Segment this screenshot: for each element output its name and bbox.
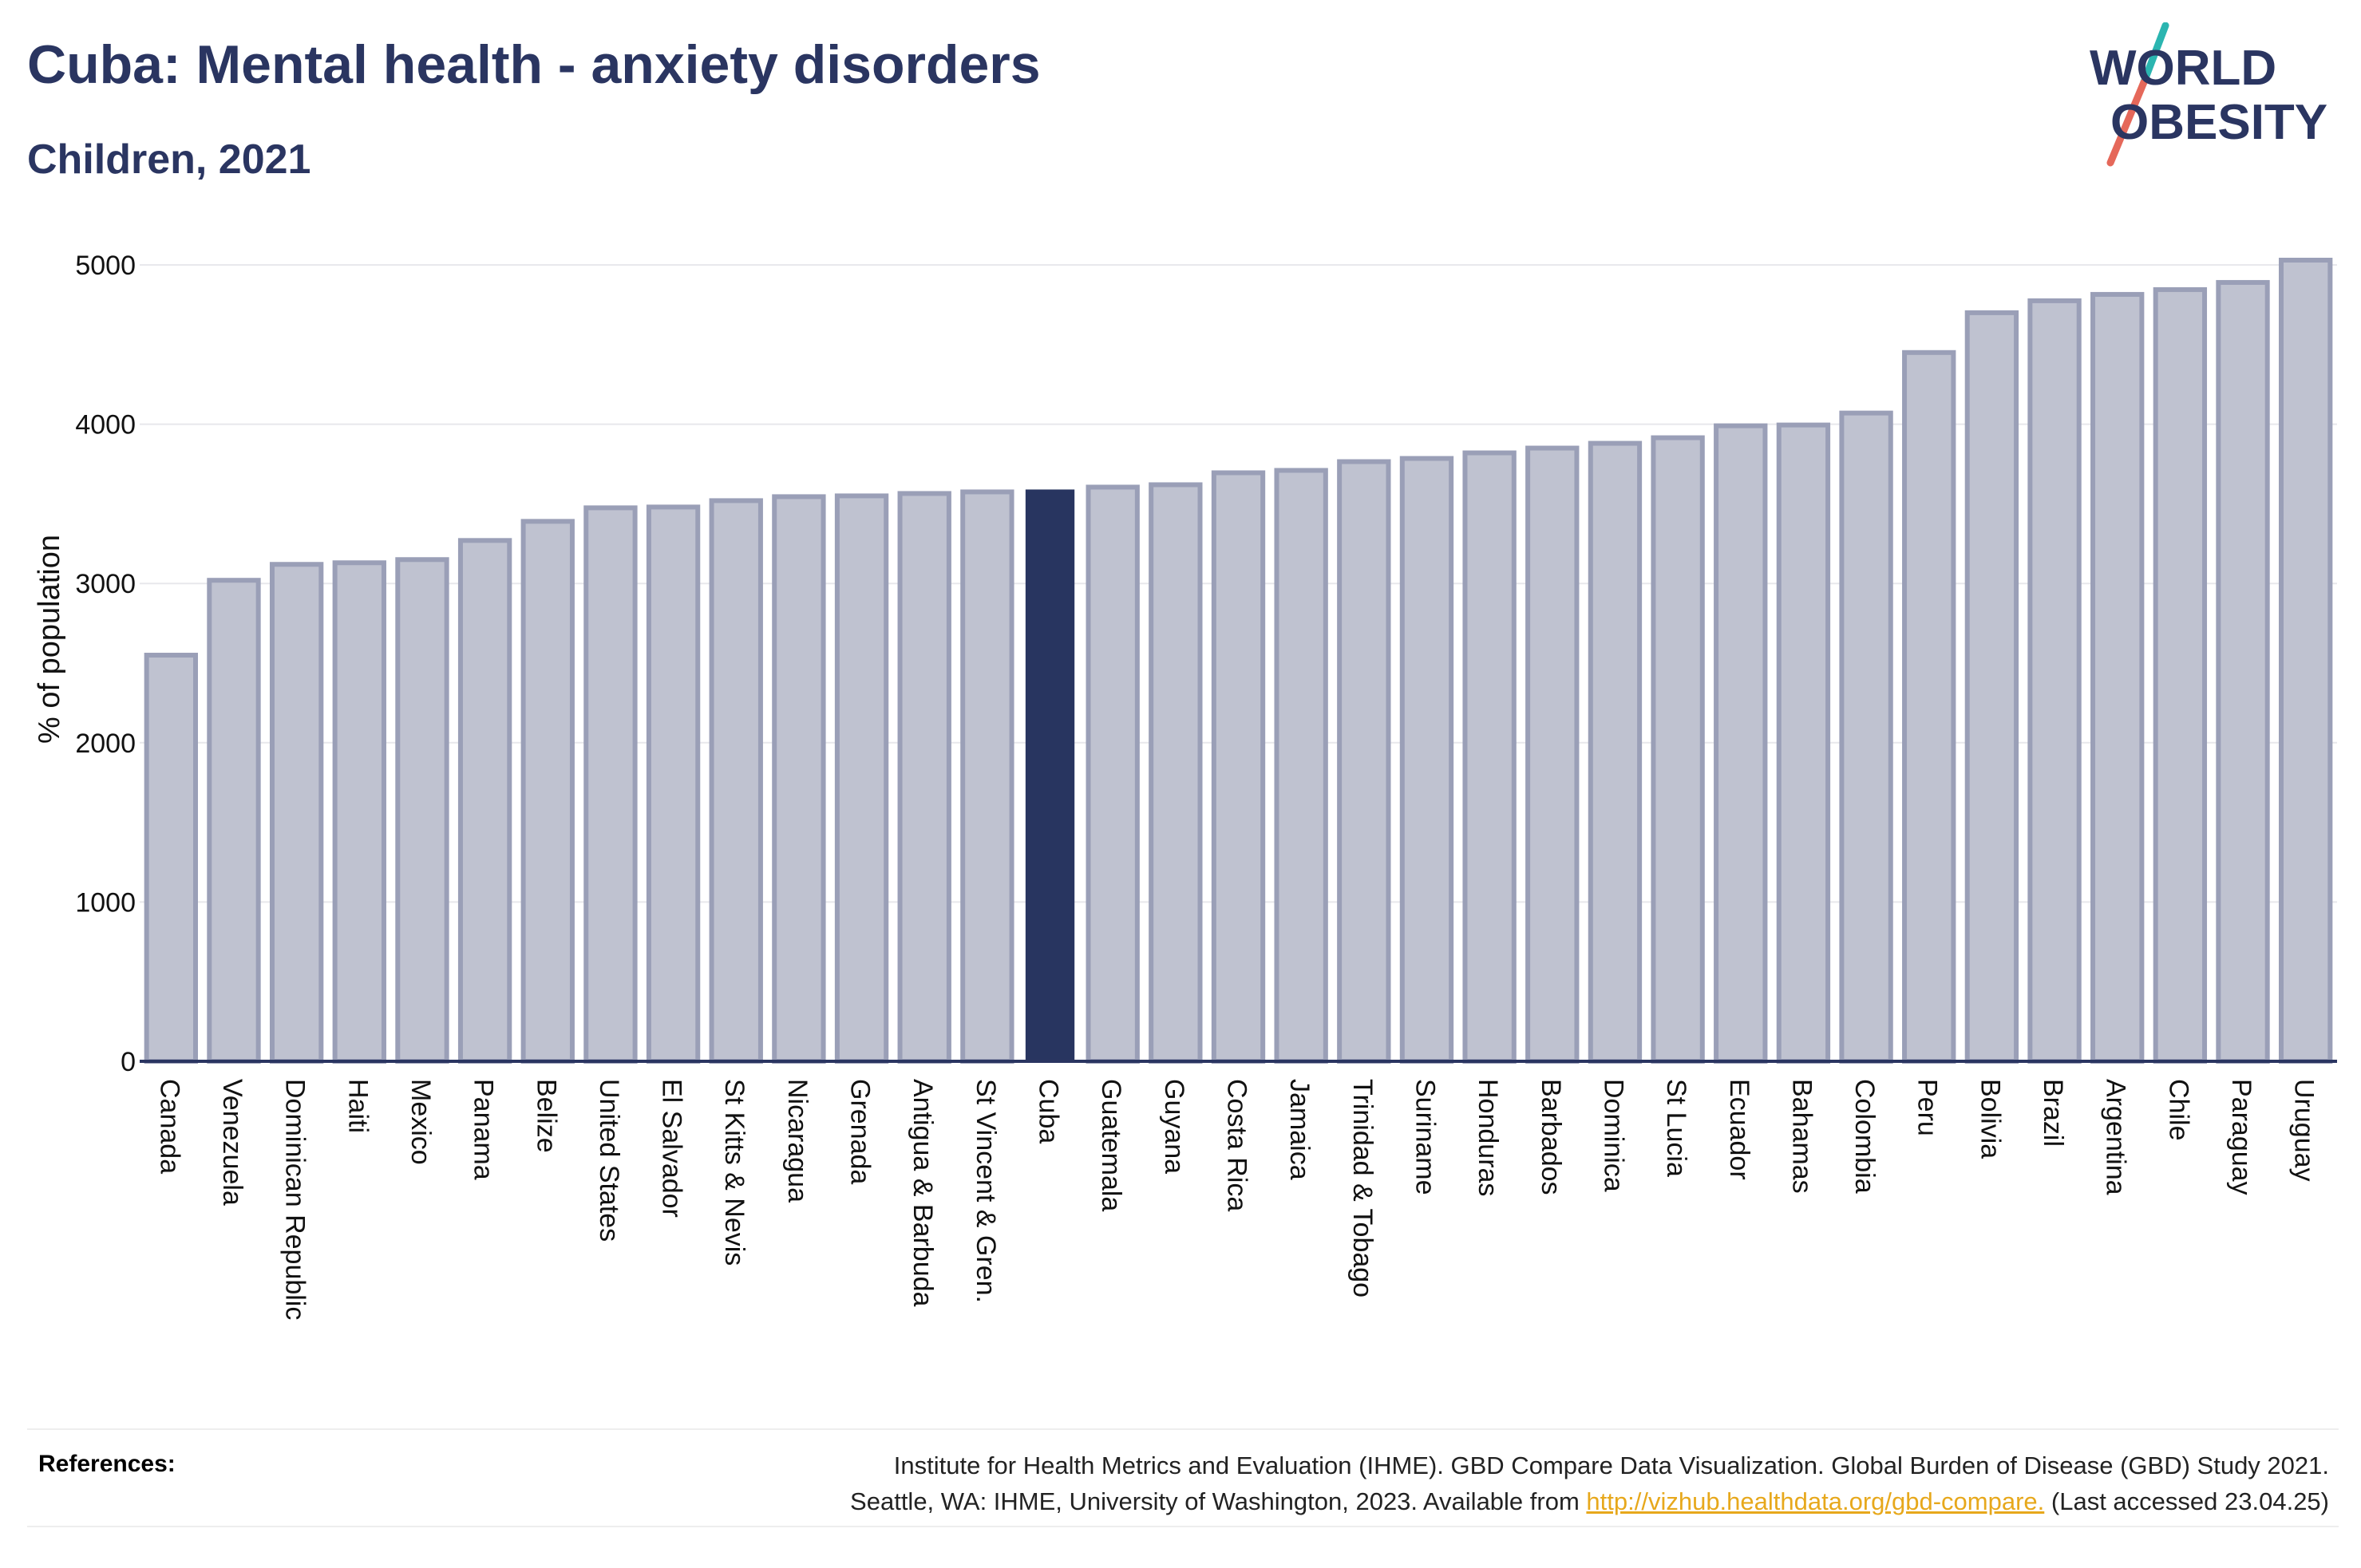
bar-bahamas (1776, 422, 1831, 1064)
bar-colombia (1839, 410, 1893, 1064)
x-tick-label: Bahamas (1786, 1079, 1817, 1194)
x-tick-label: St Kitts & Nevis (719, 1079, 749, 1266)
logo-line2: OBESITY (2110, 95, 2327, 150)
logo-slash-top (2140, 22, 2169, 86)
logo-slash-bottom (2106, 78, 2148, 167)
x-tick-label: Grenada (845, 1079, 876, 1184)
x-tick-label: Peru (1912, 1079, 1943, 1136)
x-tick-label: Uruguay (2289, 1079, 2319, 1182)
bar-st-vincent-gren (960, 489, 1014, 1064)
bar-uruguay (2278, 258, 2333, 1064)
chart-subtitle: Children, 2021 (27, 136, 311, 183)
bar-panama (457, 538, 512, 1064)
bar-st-lucia (1651, 435, 1705, 1064)
references-line2-prefix: Seattle, WA: IHME, University of Washing… (850, 1487, 1587, 1515)
bar-paraguay (2216, 279, 2270, 1064)
bar-jamaica (1274, 468, 1328, 1064)
bar-dominican-republic (269, 562, 324, 1064)
x-tick-label: Cuba (1034, 1079, 1064, 1143)
y-tick-label: 3000 (75, 569, 136, 599)
bar-barbados (1525, 445, 1580, 1064)
x-tick-label: Costa Rica (1222, 1079, 1252, 1211)
x-tick-label: Ecuador (1724, 1079, 1754, 1180)
x-tick-label: Guatemala (1096, 1079, 1126, 1211)
x-tick-label: Brazil (2038, 1079, 2068, 1147)
references-line2-suffix: (Last accessed 23.04.25) (2044, 1487, 2329, 1515)
x-tick-label: Suriname (1410, 1079, 1440, 1195)
bar-canada (144, 653, 199, 1064)
references-line2: Seattle, WA: IHME, University of Washing… (493, 1483, 2329, 1519)
x-tick-label: Dominican Republic (280, 1079, 310, 1320)
bar-belize (520, 519, 575, 1064)
bar-brazil (2027, 298, 2082, 1064)
x-tick-label: Panama (469, 1079, 499, 1180)
bar-argentina (2090, 291, 2145, 1064)
x-tick-label: St Lucia (1661, 1079, 1691, 1177)
bar-costa-rica (1211, 470, 1266, 1064)
bar-haiti (332, 560, 386, 1064)
bar-guatemala (1086, 484, 1140, 1064)
world-obesity-logo: WORLD OBESITY (2090, 22, 2327, 167)
x-tick-label: Belize (531, 1079, 561, 1153)
bar-bolivia (1964, 310, 2019, 1064)
x-tick-label: Canada (154, 1079, 184, 1174)
x-tick-label: Nicaragua (782, 1079, 813, 1203)
bar-st-kitts-nevis (709, 498, 763, 1064)
x-axis-labels: Canada Venezuela Dominican Republic Haiti Me… (154, 1079, 2319, 1320)
y-tick-label: 2000 (75, 729, 136, 759)
x-tick-label: Venezuela (217, 1079, 247, 1206)
bar-chart: 0 1000 2000 3000 4000 5000 Canada Venezuela Dom… (33, 251, 2337, 1320)
references-divider-bottom (27, 1526, 2339, 1527)
x-tick-label: Argentina (2101, 1079, 2131, 1195)
x-tick-label: Dominica (1598, 1079, 1628, 1192)
bar-mexico (395, 557, 449, 1064)
x-tick-label: Jamaica (1284, 1079, 1315, 1180)
x-tick-label: Haiti (342, 1079, 373, 1133)
x-tick-label: Chile (2163, 1079, 2193, 1140)
x-tick-label: Honduras (1473, 1079, 1503, 1196)
y-axis-title: % of population (33, 535, 66, 744)
x-tick-label: El Salvador (657, 1079, 687, 1218)
x-tick-label: Barbados (1536, 1079, 1566, 1195)
logo-line1: WORLD (2090, 41, 2276, 96)
bars (144, 258, 2333, 1064)
bar-united-states (583, 505, 638, 1064)
bar-nicaragua (772, 494, 826, 1064)
bar-guyana (1149, 482, 1203, 1064)
x-tick-label: Trinidad & Tobago (1347, 1079, 1378, 1297)
y-tick-label: 5000 (75, 251, 136, 281)
y-tick-label: 1000 (75, 887, 136, 918)
bar-ecuador (1714, 423, 1768, 1064)
x-tick-label: St Vincent & Gren. (971, 1079, 1001, 1303)
x-tick-label: Guyana (1159, 1079, 1189, 1174)
bar-cuba (1025, 489, 1075, 1061)
references-label: References: (38, 1451, 176, 1477)
bar-antigua-barbuda (897, 491, 951, 1064)
x-tick-label: Mexico (405, 1079, 436, 1165)
bar-grenada (834, 493, 889, 1064)
references-line1: Institute for Health Metrics and Evaluat… (893, 1451, 2329, 1479)
x-tick-label: Colombia (1849, 1079, 1880, 1194)
bar-trinidad-tobago (1337, 459, 1391, 1064)
x-tick-label: Paraguay (2226, 1079, 2256, 1195)
bar-honduras (1462, 450, 1517, 1064)
bar-chile (2153, 286, 2208, 1064)
references-text: Institute for Health Metrics and Evaluat… (493, 1448, 2329, 1519)
bar-el-salvador (646, 504, 701, 1064)
y-axis-ticks: 0 1000 2000 3000 4000 5000 (75, 251, 136, 1077)
x-tick-label: Bolivia (1975, 1079, 2005, 1159)
references-link[interactable]: http://vizhub.healthdata.org/gbd-compare… (1586, 1487, 2045, 1515)
bar-suriname (1399, 456, 1454, 1064)
references-divider-top (27, 1428, 2339, 1430)
bar-peru (1902, 350, 1956, 1064)
y-tick-label: 4000 (75, 410, 136, 440)
x-tick-label: United States (594, 1079, 624, 1242)
bar-dominica (1588, 440, 1643, 1064)
chart-title: Cuba: Mental health - anxiety disorders (27, 34, 1041, 95)
bar-venezuela (207, 578, 261, 1064)
y-tick-label: 0 (121, 1047, 136, 1077)
x-tick-label: Antigua & Barbuda (908, 1079, 938, 1307)
